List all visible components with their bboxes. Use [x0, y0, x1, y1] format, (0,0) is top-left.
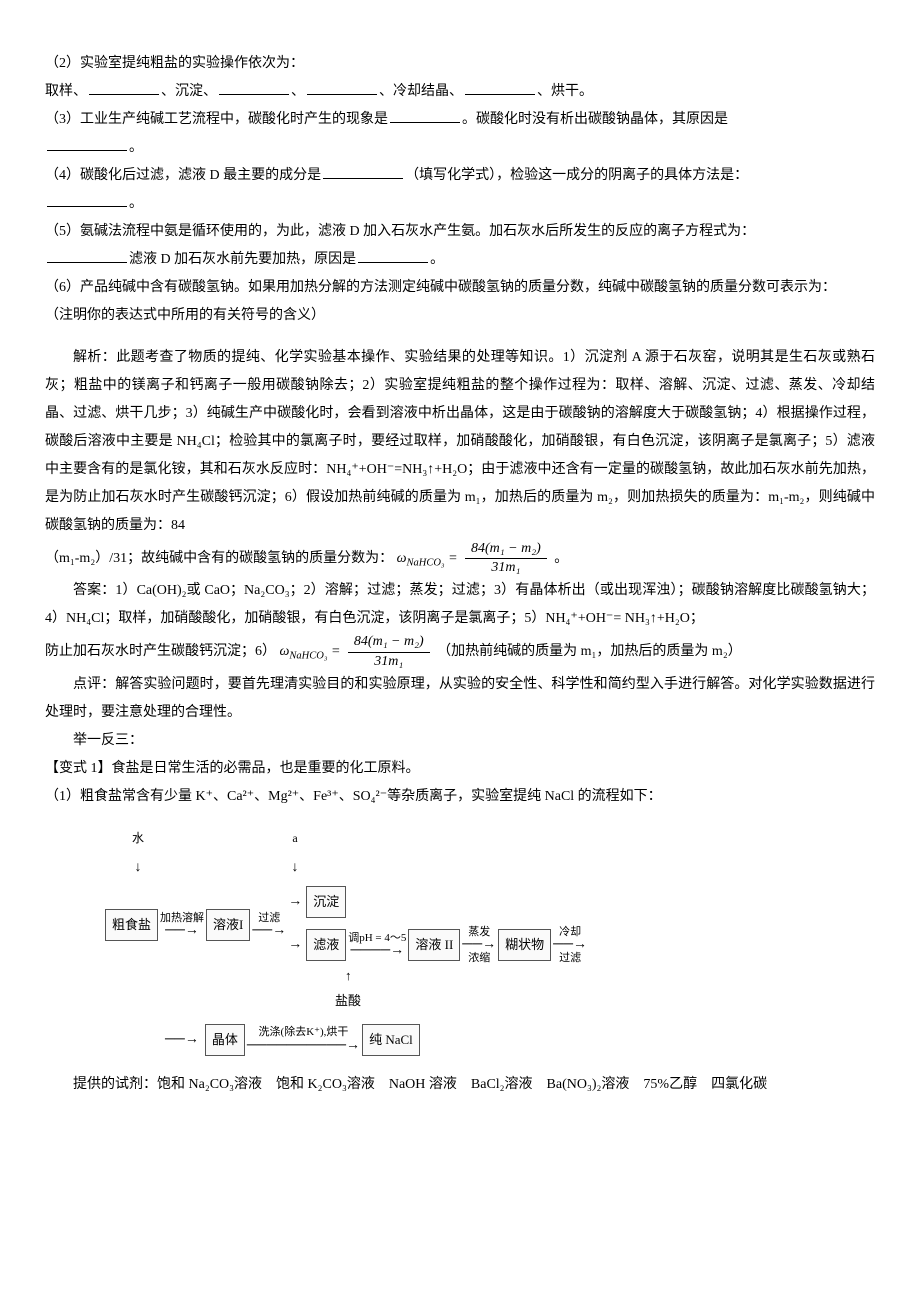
box-sol1: 溶液I	[206, 909, 250, 941]
box-sol2: 溶液 II	[408, 929, 460, 961]
blank	[465, 78, 535, 95]
formula-omega-2: ωNaHCO₃ = 84(m₁ − m₂)31m₁	[280, 633, 434, 670]
blank	[358, 246, 428, 263]
question-6: （6）产品纯碱中含有碳酸氢钠。如果用加热分解的方法测定纯碱中碳酸氢钠的质量分数，…	[45, 274, 875, 302]
question-4-end: 。	[45, 190, 875, 218]
formula-omega: ωNaHCO₃ = 84(m₁ − m₂)31m₁	[397, 540, 551, 577]
reagents-line: 提供的试剂：饱和 Na₂CO₃溶液 饱和 K₂CO₃溶液 NaOH 溶液 BaC…	[45, 1071, 875, 1099]
blank	[219, 78, 289, 95]
blank	[390, 106, 460, 123]
variant-1: 【变式 1】食盐是日常生活的必需品，也是重要的化工原料。	[45, 755, 875, 783]
blank	[307, 78, 377, 95]
question-5-end: 滤液 D 加石灰水前先要加热，原因是。	[45, 246, 875, 274]
blank	[47, 246, 127, 263]
analysis-paragraph: 解析：此题考查了物质的提纯、化学实验基本操作、实验结果的处理等知识。1）沉淀剂 …	[45, 344, 875, 540]
answer-paragraph: 答案：1）Ca(OH)₂或 CaO；Na₂CO₃；2）溶解；过滤；蒸发；过滤；3…	[45, 577, 875, 633]
blank	[47, 134, 127, 151]
question-4: （4）碳酸化后过滤，滤液 D 最主要的成分是（填写化学式），检验这一成分的阴离子…	[45, 162, 875, 190]
comment-paragraph: 点评：解答实验问题时，要首先理清实验目的和实验原理，从实验的安全性、科学性和简约…	[45, 671, 875, 727]
question-2: （2）实验室提纯粗盐的实验操作依次为：	[45, 50, 875, 78]
blank	[323, 162, 403, 179]
box-filtrate: 滤液	[306, 929, 346, 961]
box-crude: 粗食盐	[105, 909, 158, 941]
question-3: （3）工业生产纯碱工艺流程中，碳酸化时产生的现象是。碳酸化时没有析出碳酸钠晶体，…	[45, 106, 875, 134]
question-3-end: 。	[45, 134, 875, 162]
box-precip: 沉淀	[306, 886, 346, 918]
box-nacl: 纯 NaCl	[362, 1024, 420, 1056]
question-2-steps: 取样、、沉淀、、、冷却结晶、、烘干。	[45, 78, 875, 106]
blank	[47, 190, 127, 207]
box-paste: 糊状物	[498, 929, 551, 961]
question-5: （5）氨碱法流程中氨是循环使用的，为此，滤液 D 加入石灰水产生氨。加石灰水后所…	[45, 218, 875, 246]
question-6-note: （注明你的表达式中所用的有关符号的含义）	[45, 302, 875, 330]
flow-diagram: 水 a ↓ ↓ 粗食盐 加热溶解──→ 溶液I 过滤──→ → 沉淀 → 滤液 …	[105, 826, 875, 1056]
analysis-formula-line: （m₁-m₂）/31；故纯碱中含有的碳酸氢钠的质量分数为： ωNaHCO₃ = …	[45, 540, 875, 577]
variant-1-q1: （1）粗食盐常含有少量 K⁺、Ca²⁺、Mg²⁺、Fe³⁺、SO₄²⁻等杂质离子…	[45, 783, 875, 811]
variant-label: 举一反三：	[45, 727, 875, 755]
blank	[89, 78, 159, 95]
box-crystal: 晶体	[205, 1024, 245, 1056]
answer-formula-line: 防止加石灰水时产生碳酸钙沉淀；6） ωNaHCO₃ = 84(m₁ − m₂)3…	[45, 633, 875, 670]
